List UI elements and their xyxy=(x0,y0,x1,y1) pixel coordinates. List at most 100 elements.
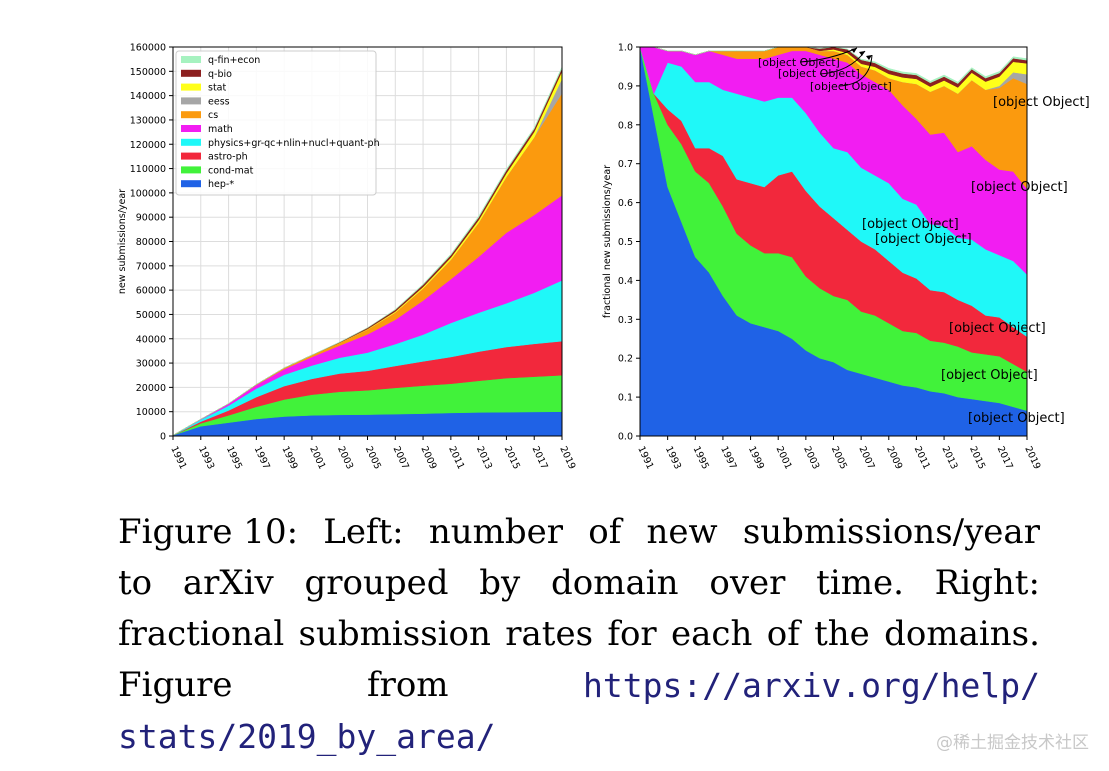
y-tick-label: 100000 xyxy=(130,188,166,199)
legend-label: cs xyxy=(208,110,218,121)
annotation-label: [object Object] xyxy=(993,95,1090,110)
annotation-label: [object Object] xyxy=(810,80,892,93)
x-tick-label: 2005 xyxy=(363,445,383,472)
annotation-label: [object Object] xyxy=(875,232,972,247)
y-tick-label: 120000 xyxy=(130,140,166,151)
legend-swatch xyxy=(181,56,201,63)
x-tick-label: 1995 xyxy=(691,445,711,472)
x-tick-label: 2001 xyxy=(773,445,793,472)
caption-link-part-1[interactable]: https://arxiv.org/help/ xyxy=(583,666,1040,705)
y-tick-label: 40000 xyxy=(136,334,166,345)
caption-word: new xyxy=(646,512,718,552)
x-tick-label: 2017 xyxy=(995,445,1015,472)
x-tick-label: 2005 xyxy=(829,445,849,472)
watermark: @稀土掘金技术社区 xyxy=(936,733,1089,753)
y-tick-label: 0.2 xyxy=(618,354,633,365)
y-tick-label: 80000 xyxy=(136,237,166,248)
y-tick-label: 0.8 xyxy=(618,120,633,131)
x-tick-label: 1999 xyxy=(279,445,299,472)
caption-link-part-2[interactable]: stats/2019_by_area/ xyxy=(118,717,496,756)
y-tick-label: 130000 xyxy=(130,115,166,126)
caption-word: for xyxy=(607,614,657,654)
legend: q-fin+econ q-bio stat eess cs math physics+gr-… xyxy=(175,50,380,196)
y-tick-label: 60000 xyxy=(136,286,166,297)
x-tick-label: 2019 xyxy=(557,445,577,472)
caption-word: each xyxy=(671,614,753,654)
x-tick-label: 2011 xyxy=(912,445,932,472)
arrow-head xyxy=(866,55,872,60)
legend-swatch xyxy=(181,125,201,132)
legend-swatch xyxy=(181,152,201,160)
x-tick-label: 1999 xyxy=(746,445,766,472)
annotation-arrow xyxy=(839,54,873,87)
y-tick-label: 150000 xyxy=(130,67,166,78)
legend-swatch xyxy=(181,111,201,119)
legend-label: hep-* xyxy=(208,179,234,190)
x-tick-label: 2009 xyxy=(418,445,438,472)
x-tick-label: 2011 xyxy=(446,445,466,472)
y-tick-label: 0.1 xyxy=(618,393,633,404)
caption-word: Right: xyxy=(934,563,1040,603)
left-chart: 0 10000 20000 30000 40000 50000 60000 70000 8000… xyxy=(117,43,577,472)
x-tick-label: 1993 xyxy=(663,445,683,472)
caption-line-1: Figure 10: Left: number of new submissions/ye… xyxy=(118,507,1040,558)
legend-swatch xyxy=(181,83,201,91)
caption-word: submissions/year xyxy=(742,512,1040,552)
caption-word: arXiv xyxy=(182,563,274,603)
legend-label: q-bio xyxy=(208,69,232,80)
y-tick-label: 140000 xyxy=(130,91,166,102)
y-tick-label: 0 xyxy=(160,432,166,443)
y-tick-label: 0.9 xyxy=(618,81,633,92)
caption-word: number xyxy=(428,512,564,552)
y-tick-label: 0.3 xyxy=(618,315,633,326)
caption-word: domain xyxy=(551,563,679,603)
caption-word: domains. xyxy=(884,614,1040,654)
caption-word: of xyxy=(588,512,622,552)
legend-swatch xyxy=(181,97,201,105)
caption-word: to xyxy=(118,563,153,603)
annotation-label: [object Object] xyxy=(941,368,1038,383)
x-tick-label: 1997 xyxy=(252,445,272,472)
annotation-label: [object Object] xyxy=(778,67,860,80)
caption-word: rates xyxy=(505,614,594,654)
x-tick-label: 1995 xyxy=(224,445,244,472)
y-tick-label: 0.6 xyxy=(618,198,633,209)
y-tick-label: 10000 xyxy=(136,407,166,418)
y-tick-label: 0.0 xyxy=(618,432,633,443)
legend-swatch xyxy=(181,138,201,146)
y-tick-label: 70000 xyxy=(136,261,166,272)
caption-word: time. xyxy=(816,563,904,603)
arrow-head xyxy=(851,48,857,53)
legend-label: q-fin+econ xyxy=(208,55,260,66)
x-tick-label: 1991 xyxy=(168,445,188,472)
caption-word: Figure 10: xyxy=(118,512,299,552)
caption-line-5: stats/2019_by_area/ xyxy=(118,711,1040,762)
caption-word: of xyxy=(766,614,800,654)
legend-label: cond-mat xyxy=(208,165,254,176)
x-tick-label: 2015 xyxy=(967,445,987,472)
x-tick-label: 2007 xyxy=(856,445,876,472)
y-tick-label: 160000 xyxy=(130,43,166,54)
y-tick-label: 30000 xyxy=(136,359,166,370)
legend-label: stat xyxy=(208,83,226,94)
caption-word: over xyxy=(709,563,786,603)
x-tick-label: 1993 xyxy=(196,445,216,472)
x-tick-label: 2019 xyxy=(1022,445,1042,472)
caption-word: Figure xyxy=(118,665,233,705)
y-tick-label: 110000 xyxy=(130,164,166,175)
caption-word: by xyxy=(479,563,521,603)
y-tick-label: 20000 xyxy=(136,383,166,394)
x-tick-label: 2013 xyxy=(939,445,959,472)
caption-line-3: fractional submission rates for each of the dom… xyxy=(118,609,1040,660)
caption-word: fractional xyxy=(118,614,285,654)
caption-word: submission xyxy=(298,614,491,654)
arrow-head xyxy=(859,51,865,56)
x-tick-label: 2001 xyxy=(307,445,327,472)
legend-label: math xyxy=(208,124,233,135)
y-tick-label: 0.5 xyxy=(618,237,633,248)
legend-swatch xyxy=(181,69,201,77)
annotation-label: [object Object] xyxy=(862,217,959,232)
legend-label: astro-ph xyxy=(208,152,248,163)
annotation-label: [object Object] xyxy=(968,411,1065,426)
y-tick-label: 0.7 xyxy=(618,159,633,170)
